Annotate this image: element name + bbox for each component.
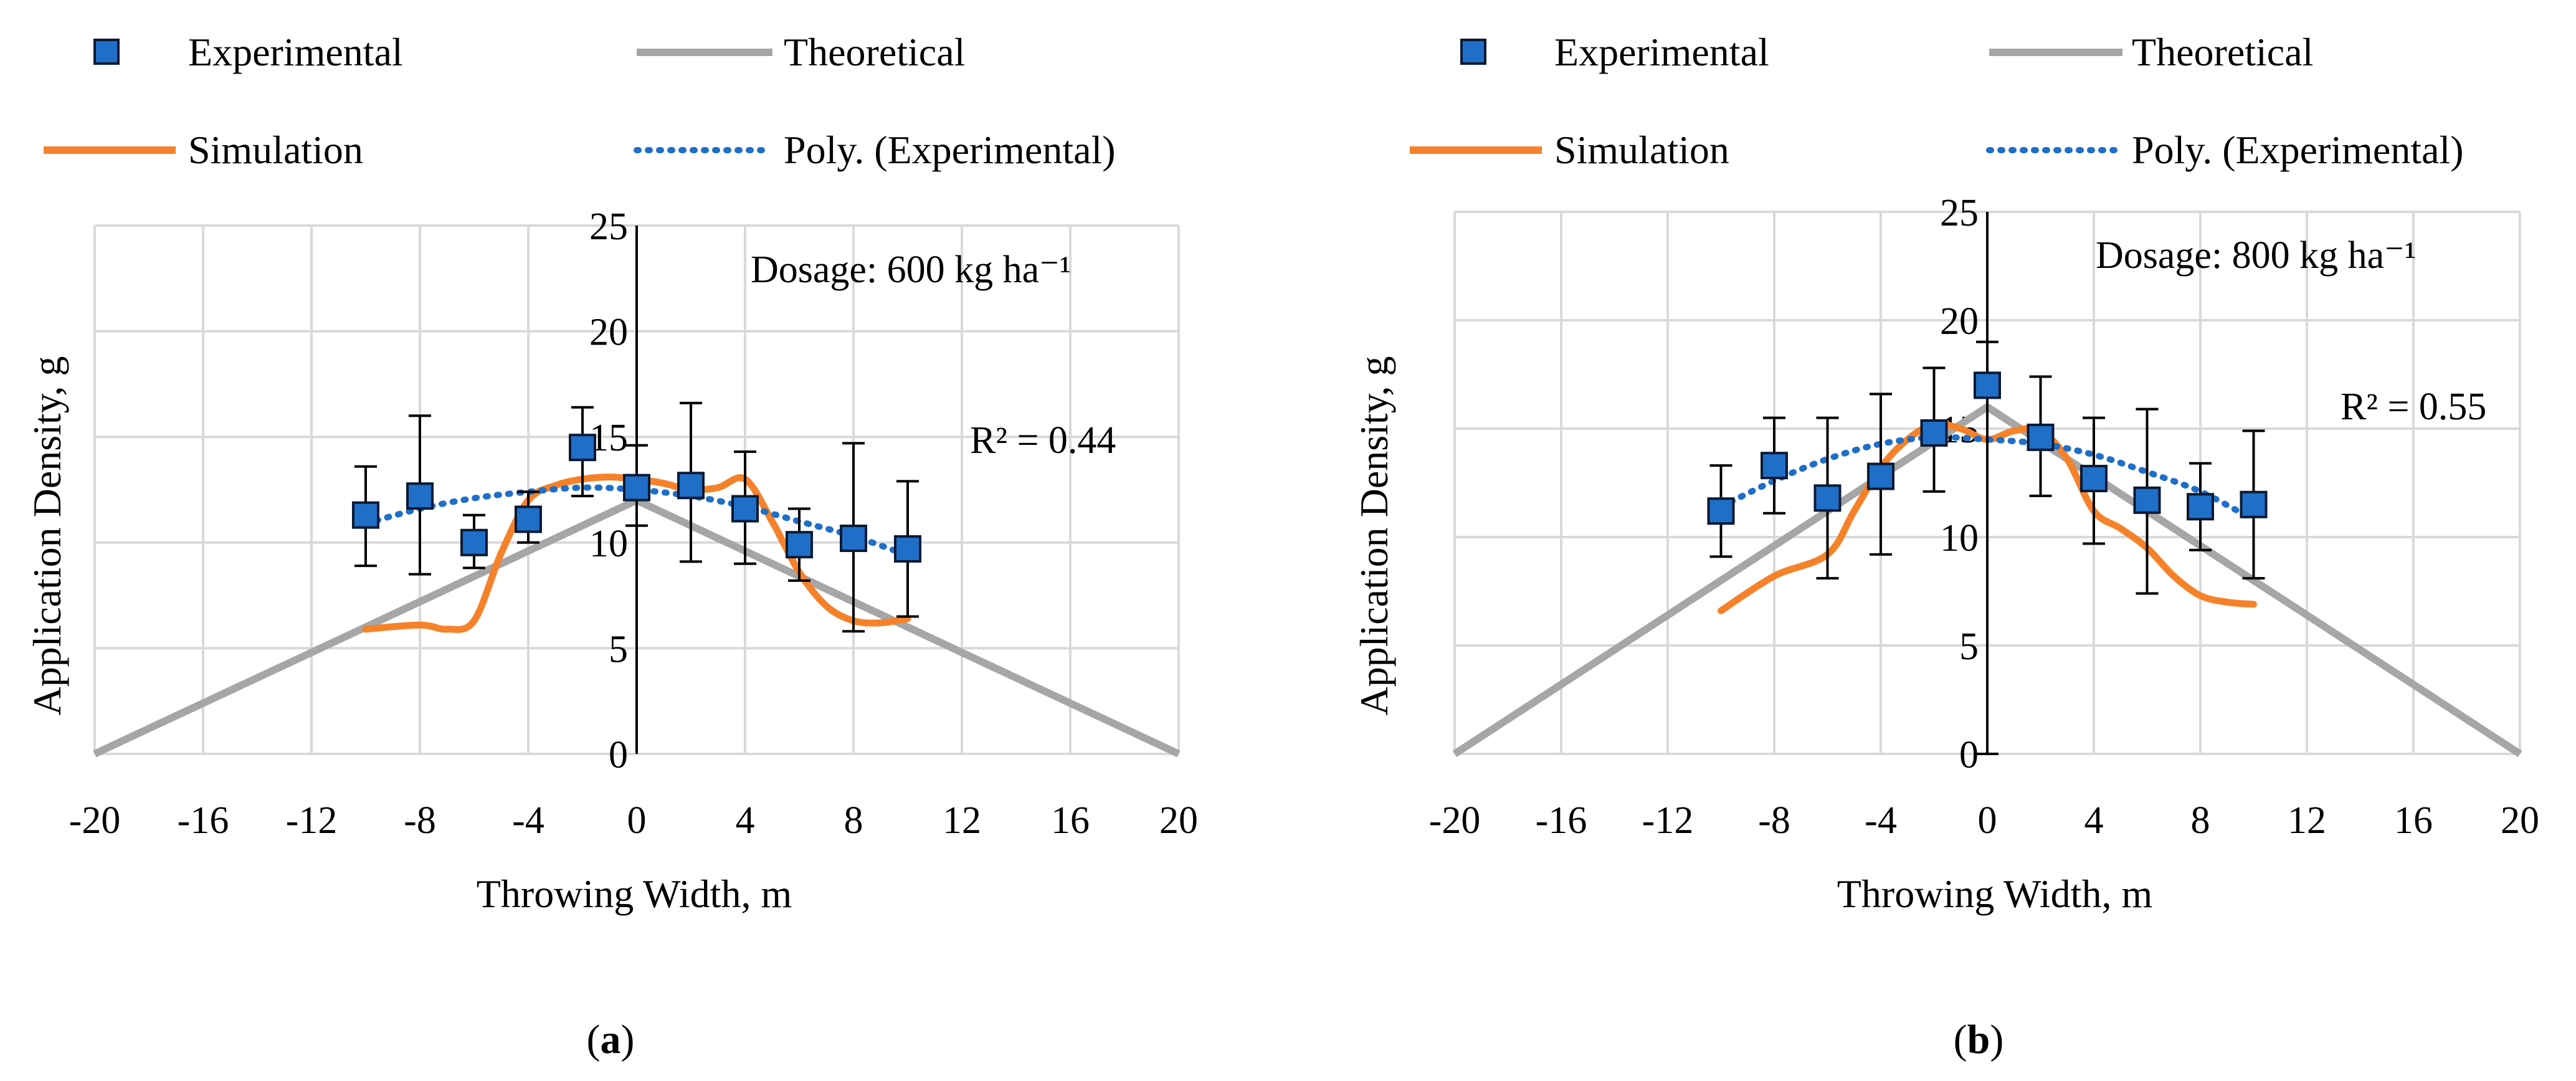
- experimental-point: [569, 434, 596, 462]
- experimental-point: [840, 525, 867, 553]
- legend-experimental-marker: [93, 39, 120, 65]
- y-tick-label: 25: [589, 206, 628, 248]
- subfigure-label-a: (a): [587, 1017, 635, 1062]
- y-tick-label: 0: [1959, 734, 1979, 776]
- x-tick-label: 20: [2501, 799, 2539, 842]
- x-tick-label: -20: [69, 799, 121, 842]
- experimental-point: [352, 501, 379, 529]
- legend-poly-label: Poly. (Experimental): [2132, 128, 2464, 172]
- x-tick-label: 8: [844, 799, 863, 842]
- legend-a: Experimental Theoretical Simulation Poly…: [44, 30, 1116, 172]
- experimental-point: [623, 474, 650, 502]
- x-tick-label: 4: [736, 799, 755, 842]
- x-tick-label: 12: [943, 799, 981, 842]
- x-tick-label: 4: [2084, 799, 2104, 842]
- y-tick-label: 5: [1959, 626, 1979, 668]
- r-squared-annotation-b: R² = 0.55: [2341, 386, 2486, 428]
- experimental-point: [1867, 462, 1894, 490]
- y-tick-label: 20: [1940, 300, 1979, 343]
- experimental-point: [1761, 452, 1788, 480]
- x-tick-label: 0: [627, 799, 647, 842]
- simulation-line: [1718, 420, 2257, 614]
- experimental-point: [1707, 497, 1735, 525]
- x-tick-label: -20: [1429, 799, 1481, 842]
- dosage-annotation-b: Dosage: 800 kg ha⁻¹: [2096, 234, 2417, 277]
- legend-simulation-label: Simulation: [1554, 128, 1729, 172]
- r-squared-annotation-a: R² = 0.44: [970, 419, 1116, 462]
- experimental-point: [2027, 423, 2055, 451]
- experimental-point: [406, 482, 434, 510]
- x-tick-label: -8: [404, 799, 436, 842]
- y-tick-label: 5: [609, 628, 628, 670]
- x-tick-label: 16: [1051, 799, 1090, 842]
- x-axis-label-a: Throwing Width, m: [477, 872, 792, 916]
- dosage-annotation-a: Dosage: 600 kg ha⁻¹: [751, 249, 1072, 291]
- x-axis-label-b: Throwing Width, m: [1837, 872, 2152, 916]
- chart-svg-b: Experimental Theoretical Simulation Poly…: [1352, 30, 2539, 1062]
- experimental-point: [677, 472, 705, 500]
- y-tick-label: 10: [1940, 517, 1979, 560]
- x-tick-label: -16: [1536, 799, 1587, 842]
- legend-theoretical-label: Theoretical: [784, 30, 965, 74]
- y-tick-label: 10: [589, 523, 628, 565]
- y-tick-label: 20: [589, 312, 628, 354]
- experimental-point: [2240, 490, 2268, 518]
- legend-b: Experimental Theoretical Simulation Poly…: [1410, 30, 2464, 172]
- chart-panel-a: Experimental Theoretical Simulation Poly…: [25, 30, 1198, 1062]
- x-tick-label: 16: [2394, 799, 2433, 842]
- experimental-point: [460, 528, 488, 556]
- experimental-point: [894, 535, 921, 563]
- experimental-point: [2187, 493, 2214, 521]
- subfigure-label-b: (b): [1954, 1017, 2004, 1062]
- experimental-point: [786, 531, 813, 559]
- legend-experimental-marker: [1460, 39, 1486, 65]
- x-tick-label: 0: [1978, 799, 1997, 842]
- experimental-point: [2133, 486, 2161, 514]
- x-tick-label: 8: [2191, 799, 2210, 842]
- y-axis-label-b: Application Density, g: [1352, 356, 1396, 715]
- experimental-point: [1813, 484, 1842, 512]
- experimental-point: [2080, 465, 2108, 493]
- experimental-point: [515, 505, 542, 533]
- y-tick-label: 0: [609, 734, 628, 776]
- legend-experimental-label: Experimental: [1554, 30, 1769, 74]
- x-tick-label: -12: [286, 799, 338, 842]
- chart-panel-b: Experimental Theoretical Simulation Poly…: [1288, 0, 2575, 1081]
- x-tick-label: -8: [1758, 799, 1790, 842]
- y-axis-label-a: Application Density, g: [25, 356, 69, 715]
- experimental-point: [731, 495, 759, 523]
- x-tick-label: -4: [512, 799, 544, 842]
- y-tick-label: 25: [1940, 192, 1979, 234]
- legend-poly-label: Poly. (Experimental): [784, 128, 1116, 172]
- poly-trend-line: [363, 484, 911, 559]
- experimental-point: [1920, 419, 1948, 447]
- legend-simulation-label: Simulation: [188, 128, 363, 172]
- x-tick-label: -12: [1642, 799, 1694, 842]
- x-tick-label: 20: [1159, 799, 1198, 842]
- chart-svg-a: Experimental Theoretical Simulation Poly…: [25, 30, 1198, 1062]
- x-tick-label: 12: [2288, 799, 2326, 842]
- x-tick-label: -4: [1865, 799, 1897, 842]
- legend-theoretical-label: Theoretical: [2132, 30, 2313, 74]
- experimental-point: [1974, 371, 2001, 399]
- legend-experimental-label: Experimental: [188, 30, 403, 74]
- x-tick-label: -16: [178, 799, 229, 842]
